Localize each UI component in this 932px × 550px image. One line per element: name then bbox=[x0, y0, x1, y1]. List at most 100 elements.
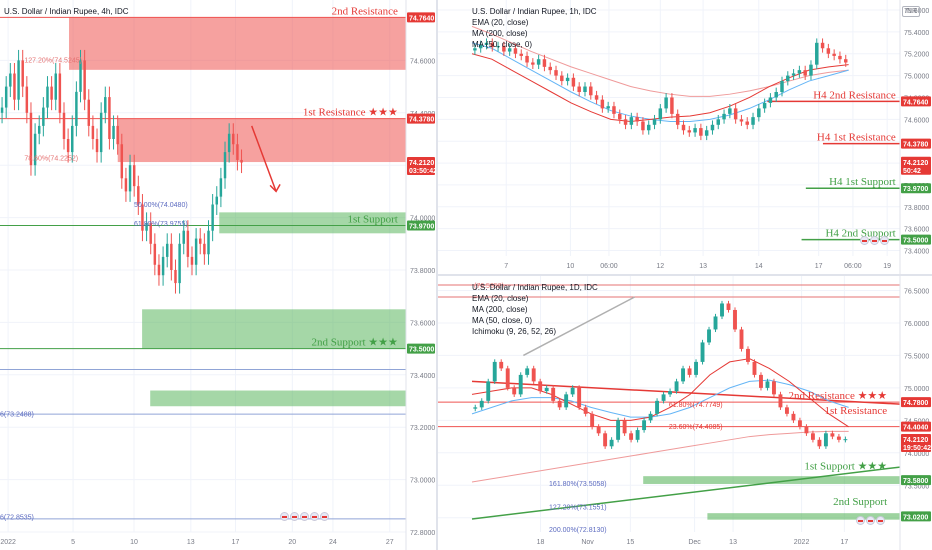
candle-body bbox=[774, 92, 778, 98]
legend-ichimoku[interactable]: Ichimoku (9, 26, 52, 26) bbox=[472, 327, 557, 336]
chart-1d-svg[interactable]: 2nd Resistance ★★★ 1st Resistance 1st Supp… bbox=[438, 276, 932, 550]
us-flag-icon[interactable] bbox=[290, 512, 299, 521]
price-tag bbox=[407, 113, 435, 124]
countdown-label: 19:50:42 bbox=[903, 445, 931, 452]
panel-divider-vertical[interactable] bbox=[436, 0, 438, 550]
price-tick-label: 73.4000 bbox=[904, 249, 929, 256]
candle-body bbox=[112, 125, 115, 139]
level-label: H4 2nd Resistance bbox=[813, 89, 896, 101]
level-label: 2nd Resistance bbox=[332, 5, 398, 17]
candle-body bbox=[79, 60, 82, 92]
candle-body bbox=[728, 108, 732, 114]
us-flag-icon[interactable] bbox=[320, 512, 329, 521]
candle-body bbox=[199, 238, 202, 244]
candle-body bbox=[50, 86, 53, 100]
candle-body bbox=[707, 329, 711, 343]
candle-body bbox=[589, 86, 593, 96]
candle-body bbox=[565, 77, 570, 82]
event-flags-1d[interactable] bbox=[856, 516, 885, 525]
candle-body bbox=[141, 204, 144, 231]
price-tick-label: 73.6000 bbox=[410, 320, 435, 327]
chart-1h-svg[interactable]: H4 2nd Resistance H4 1st Resistance H4 1st… bbox=[438, 0, 932, 274]
price-tag-label: 73.5000 bbox=[409, 347, 434, 354]
us-flag-icon[interactable] bbox=[880, 236, 889, 245]
candle-body bbox=[590, 413, 595, 427]
time-tick-label: 10 bbox=[567, 263, 575, 270]
candle-body bbox=[600, 99, 605, 109]
candle-body bbox=[704, 130, 709, 136]
candle-body bbox=[538, 381, 543, 392]
us-flag-icon[interactable] bbox=[310, 512, 319, 521]
time-tick-label: 27 bbox=[386, 539, 394, 546]
candle-body bbox=[46, 86, 49, 108]
price-tag bbox=[901, 183, 931, 194]
time-tick-label: 24 bbox=[329, 539, 337, 546]
event-flags-4h[interactable] bbox=[280, 512, 329, 521]
price-tick-label: 73.4000 bbox=[410, 373, 435, 380]
price-tag bbox=[901, 397, 931, 408]
us-flag-icon[interactable] bbox=[870, 236, 879, 245]
price-tag bbox=[901, 234, 931, 245]
price-tick-label: 73.6000 bbox=[904, 227, 929, 234]
panel-divider-horizontal[interactable] bbox=[438, 274, 932, 276]
candle-body bbox=[490, 42, 495, 48]
price-tick-label: 74.6000 bbox=[904, 117, 929, 124]
candle-body bbox=[635, 430, 640, 440]
candle-body bbox=[830, 433, 835, 437]
candle-body bbox=[583, 86, 587, 92]
price-tag-label: 73.0200 bbox=[903, 514, 928, 521]
us-flag-icon[interactable] bbox=[866, 516, 875, 525]
legend-ema[interactable]: EMA (20, close) bbox=[472, 18, 529, 27]
candle-body bbox=[548, 66, 552, 71]
us-flag-icon[interactable] bbox=[856, 516, 865, 525]
chart-4h-svg[interactable]: 2nd Resistance 1st Resistance ★★★ 1st Supp… bbox=[0, 0, 436, 550]
price-tick-label: 76.5000 bbox=[904, 288, 929, 295]
currency-badge: INR bbox=[902, 6, 921, 17]
legend-ma50[interactable]: MA (50, close, 0) bbox=[472, 40, 533, 49]
chart-panel-1h[interactable]: H4 2nd Resistance H4 1st Resistance H4 1st… bbox=[438, 0, 932, 274]
level-label: 1st Resistance bbox=[825, 405, 888, 417]
legend-ema[interactable]: EMA (20, close) bbox=[472, 294, 529, 303]
candle-body bbox=[571, 77, 576, 87]
time-tick-label: 17 bbox=[232, 539, 240, 546]
event-flags-1h[interactable] bbox=[860, 236, 889, 245]
ma200-line bbox=[471, 25, 849, 97]
candle-body bbox=[664, 97, 668, 109]
legend-ma200[interactable]: MA (200, close) bbox=[472, 29, 528, 38]
candle-body bbox=[751, 117, 755, 125]
us-flag-icon[interactable] bbox=[300, 512, 309, 521]
candle-body bbox=[87, 99, 91, 126]
candle-body bbox=[745, 121, 749, 125]
fib-label: 50.00%(74.0480) bbox=[134, 202, 188, 209]
time-tick-label: 12 bbox=[656, 263, 664, 270]
us-flag-icon[interactable] bbox=[280, 512, 289, 521]
candle-body bbox=[149, 222, 152, 244]
candle-body bbox=[629, 117, 634, 125]
chart-panel-1d[interactable]: 2nd Resistance ★★★ 1st Resistance 1st Supp… bbox=[438, 276, 932, 550]
candle-body bbox=[236, 144, 239, 160]
chart-panel-4h[interactable]: 2nd Resistance 1st Resistance ★★★ 1st Supp… bbox=[0, 0, 436, 550]
candle-body bbox=[4, 86, 8, 108]
candle-body bbox=[507, 48, 512, 52]
candle-body bbox=[557, 400, 562, 408]
us-flag-icon[interactable] bbox=[860, 236, 869, 245]
candle-body bbox=[722, 113, 726, 120]
legend-ma50[interactable]: MA (50, close, 0) bbox=[472, 316, 533, 325]
trend-line bbox=[471, 466, 901, 520]
candle-body bbox=[710, 124, 715, 131]
candle-body bbox=[618, 113, 622, 120]
candle-body bbox=[681, 124, 686, 131]
us-flag-icon[interactable] bbox=[876, 516, 885, 525]
price-tag bbox=[901, 138, 931, 149]
candle-body bbox=[157, 264, 161, 276]
candle-body bbox=[836, 436, 841, 440]
candle-body bbox=[83, 60, 86, 100]
price-tag-label: 74.4040 bbox=[903, 425, 928, 432]
candle-body bbox=[186, 230, 190, 257]
candle-body bbox=[612, 106, 616, 114]
time-tick-label: 14 bbox=[755, 263, 763, 270]
legend-ma200[interactable]: MA (200, close) bbox=[472, 305, 528, 314]
time-tick-label: 5 bbox=[71, 539, 75, 546]
candle-body bbox=[58, 73, 62, 113]
countdown-label: 50:42 bbox=[903, 168, 921, 175]
